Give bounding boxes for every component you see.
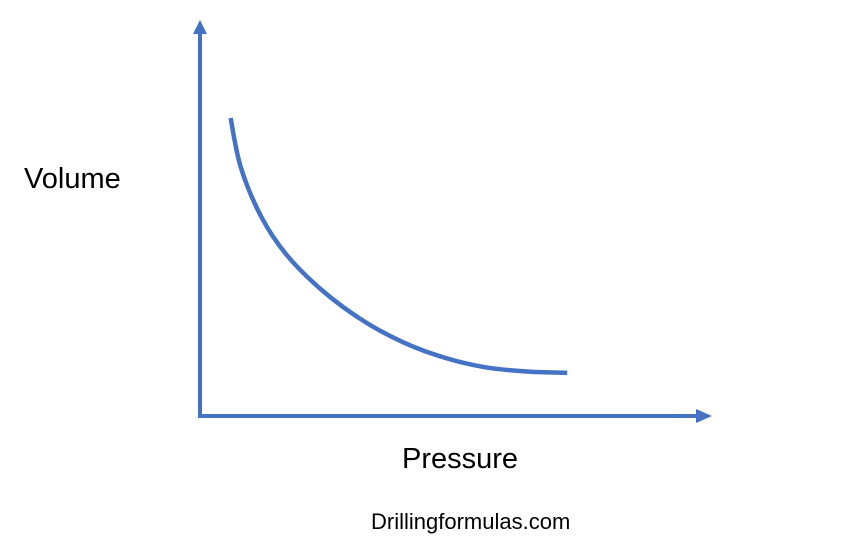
axes [193,20,712,423]
x-axis-label: Pressure [402,443,519,475]
y-axis-arrow [193,20,207,34]
y-axis-label: Volume [24,163,121,195]
watermark: Drillingformulas.com [371,509,571,534]
series-line-0 [228,117,568,376]
x-axis-arrow [696,409,712,423]
plot-area [228,117,568,376]
